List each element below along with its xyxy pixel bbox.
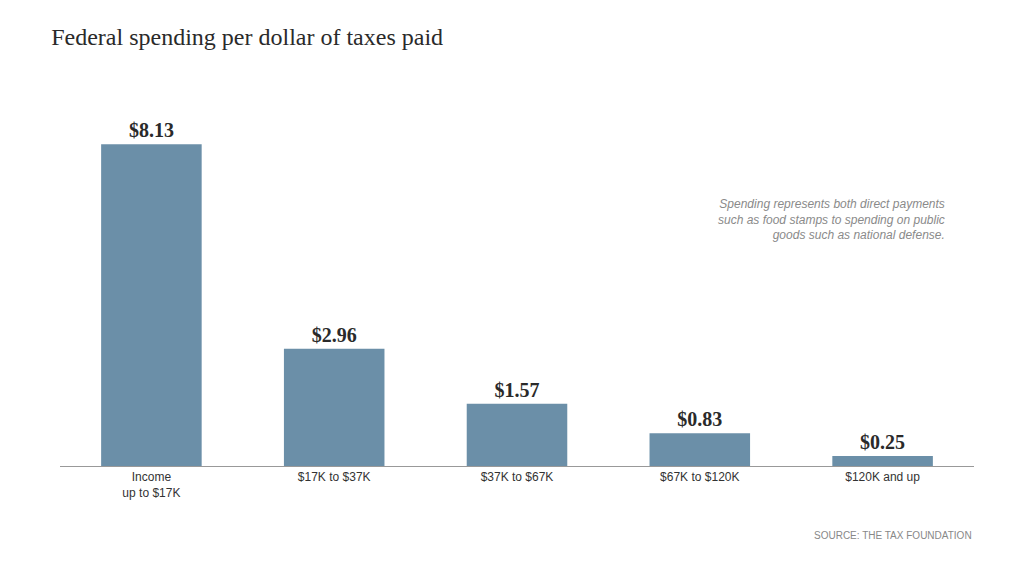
svg-text:Federal spending per dollar of: Federal spending per dollar of taxes pai… — [51, 24, 443, 50]
svg-text:Incomeup to $17K: Incomeup to $17K — [122, 470, 180, 500]
svg-text:SOURCE: THE TAX FOUNDATION: SOURCE: THE TAX FOUNDATION — [814, 530, 972, 541]
svg-text:Spending represents both direc: Spending represents both direct payments… — [718, 197, 945, 242]
svg-text:$67K to $120K: $67K to $120K — [660, 470, 739, 484]
svg-text:$0.25: $0.25 — [860, 431, 905, 453]
svg-text:$1.57: $1.57 — [495, 379, 540, 401]
svg-text:$120K and up: $120K and up — [845, 470, 920, 484]
svg-text:$8.13: $8.13 — [129, 119, 174, 141]
svg-text:$37K to $67K: $37K to $67K — [481, 470, 554, 484]
svg-text:$17K to $37K: $17K to $37K — [298, 470, 371, 484]
svg-text:$2.96: $2.96 — [312, 324, 357, 346]
svg-text:$0.83: $0.83 — [677, 408, 722, 430]
